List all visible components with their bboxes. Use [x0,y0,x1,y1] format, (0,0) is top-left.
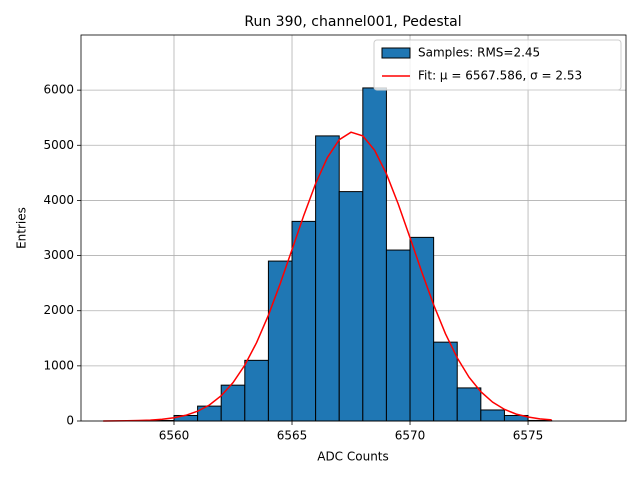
y-tick-label: 2000 [43,303,74,317]
legend-patch [381,47,411,59]
x-tick-label: 6570 [395,429,426,443]
y-axis-label: Entries [15,207,29,249]
histogram-bar [385,249,411,422]
chart-title: Run 390, channel001, Pedestal [244,14,461,30]
y-tick-label: 3000 [43,248,74,262]
y-tick-label: 0 [66,414,74,428]
fit-line [103,131,552,422]
x-tick-label: 6560 [159,429,190,443]
x-axis-label: ADC Counts [317,450,389,464]
legend-label: Fit: μ = 6567.586, σ = 2.53 [418,69,582,83]
histogram-bar [244,359,269,422]
x-tick-label: 6575 [513,429,544,443]
histogram-bar [480,409,505,422]
histogram-bar [433,341,458,422]
plot-frame [80,34,627,422]
histogram-bar [220,384,246,422]
histogram-bar [197,405,222,422]
histogram-bar [362,87,387,422]
y-tick-label: 6000 [43,83,74,97]
legend-label: Samples: RMS=2.45 [418,46,540,60]
histogram-bar [409,236,435,422]
x-tick-label: 6565 [277,429,308,443]
y-tick-label: 1000 [43,358,74,372]
legend-box [373,39,622,91]
y-tick-label: 5000 [43,138,74,152]
y-tick-label: 4000 [43,193,74,207]
histogram-bar [456,387,482,422]
histogram-bar [291,220,317,422]
histogram-bar [338,191,364,422]
histogram-bar [315,135,340,422]
